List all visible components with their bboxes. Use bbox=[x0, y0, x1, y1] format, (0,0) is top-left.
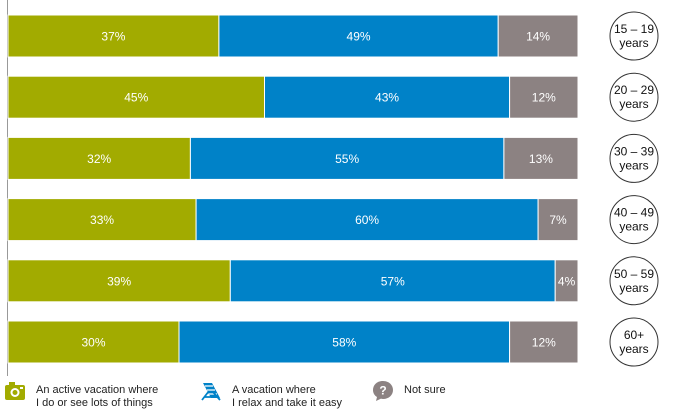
bar-segment bbox=[537, 198, 579, 242]
category-circle bbox=[609, 195, 659, 245]
legend-item-relax: A vacation where I relax and take it eas… bbox=[200, 380, 342, 410]
data-label: 12% bbox=[532, 91, 556, 105]
bar-segment bbox=[218, 14, 499, 58]
bar-segment bbox=[497, 14, 579, 58]
svg-text:?: ? bbox=[379, 384, 386, 398]
data-label: 43% bbox=[375, 91, 399, 105]
category-label: years bbox=[619, 158, 648, 172]
category-label: 40 – 49 bbox=[614, 206, 654, 220]
category-circle bbox=[609, 72, 659, 122]
bar-segment bbox=[7, 320, 180, 364]
bar-segment bbox=[503, 136, 579, 180]
legend-label-relax: A vacation where I relax and take it eas… bbox=[232, 384, 343, 409]
data-label: 4% bbox=[558, 274, 576, 288]
data-label: 55% bbox=[335, 152, 359, 166]
data-label: 60% bbox=[355, 213, 379, 227]
bar-segment bbox=[195, 198, 539, 242]
category-label: years bbox=[619, 220, 648, 234]
data-label: 7% bbox=[549, 213, 567, 227]
bar-segment bbox=[7, 198, 197, 242]
bar-segment bbox=[554, 259, 579, 303]
data-label: 33% bbox=[90, 213, 114, 227]
legend-label-not-sure: Not sure bbox=[404, 384, 446, 396]
data-label: 13% bbox=[529, 152, 553, 166]
legend-label-active: An active vacation where I do or see lot… bbox=[36, 384, 159, 409]
bar-segment bbox=[7, 75, 265, 119]
data-label: 12% bbox=[532, 336, 556, 350]
data-label: 39% bbox=[107, 274, 131, 288]
legend-item-not-sure: ? Not sure bbox=[372, 380, 446, 402]
bar-segment bbox=[7, 259, 231, 303]
bar-segment bbox=[264, 75, 511, 119]
bar-segment bbox=[509, 75, 579, 119]
bar-segment bbox=[229, 259, 556, 303]
category-label: 15 – 19 bbox=[614, 22, 654, 36]
category-circle bbox=[609, 11, 659, 61]
category-label: years bbox=[619, 281, 648, 295]
beach-chair-icon bbox=[201, 383, 221, 401]
category-circle bbox=[609, 256, 659, 306]
category-label: years bbox=[619, 342, 648, 356]
category-circle bbox=[609, 133, 659, 183]
legend-item-active: An active vacation where I do or see lot… bbox=[4, 380, 158, 410]
data-label: 57% bbox=[381, 274, 405, 288]
data-label: 45% bbox=[124, 91, 148, 105]
category-label: 30 – 39 bbox=[614, 144, 654, 158]
data-label: 49% bbox=[347, 30, 371, 44]
category-label: years bbox=[619, 97, 648, 111]
category-label: 50 – 59 bbox=[614, 267, 654, 281]
category-label: 20 – 29 bbox=[614, 83, 654, 97]
data-label: 14% bbox=[526, 30, 550, 44]
data-label: 32% bbox=[87, 152, 111, 166]
data-label: 37% bbox=[101, 30, 125, 44]
chart-legend: An active vacation where I do or see lot… bbox=[0, 380, 677, 414]
question-icon: ? bbox=[373, 381, 393, 401]
category-label: years bbox=[619, 36, 648, 50]
bar-segment bbox=[509, 320, 579, 364]
camera-icon bbox=[5, 382, 25, 400]
category-label: 60+ bbox=[624, 328, 644, 342]
data-label: 30% bbox=[81, 336, 105, 350]
category-circle bbox=[609, 317, 659, 367]
data-label: 58% bbox=[332, 336, 356, 350]
